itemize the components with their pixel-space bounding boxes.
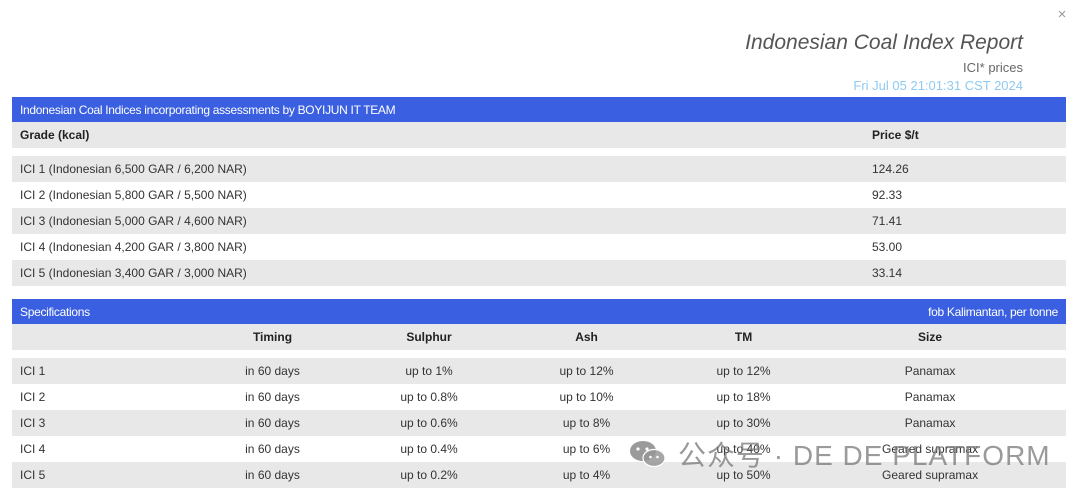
- price-cell: 92.33: [864, 182, 1066, 208]
- timing-cell: in 60 days: [167, 436, 378, 462]
- column-header-price: Price $/t: [864, 122, 1066, 148]
- price-cell: 124.26: [864, 156, 1066, 182]
- sulphur-cell: up to 0.6%: [378, 410, 481, 436]
- sulphur-cell: up to 0.8%: [378, 384, 481, 410]
- grade-cell: ICI 3 (Indonesian 5,000 GAR / 4,600 NAR): [12, 208, 864, 234]
- column-header-sulphur: Sulphur: [378, 324, 481, 350]
- ash-cell: up to 4%: [480, 462, 694, 488]
- table-row: ICI 3 (Indonesian 5,000 GAR / 4,600 NAR)…: [12, 208, 1066, 234]
- timing-cell: in 60 days: [167, 384, 378, 410]
- table-row: ICI 1 (Indonesian 6,500 GAR / 6,200 NAR)…: [12, 156, 1066, 182]
- price-table-header: Grade (kcal) Price $/t: [12, 122, 1066, 148]
- price-cell: 33.14: [864, 260, 1066, 286]
- ash-cell: up to 8%: [480, 410, 694, 436]
- specifications-banner-note: fob Kalimantan, per tonne: [480, 299, 1067, 324]
- index-name-cell: ICI 4: [12, 436, 167, 462]
- price-table-banner: Indonesian Coal Indices incorporating as…: [12, 97, 1066, 122]
- tm-cell: up to 12%: [693, 358, 795, 384]
- timing-cell: in 60 days: [167, 410, 378, 436]
- tm-cell: up to 18%: [693, 384, 795, 410]
- tm-cell: up to 50%: [693, 462, 795, 488]
- table-row: ICI 4 (Indonesian 4,200 GAR / 3,800 NAR)…: [12, 234, 1066, 260]
- column-header-tm: TM: [693, 324, 795, 350]
- index-name-cell: ICI 2: [12, 384, 167, 410]
- column-header-name: [12, 324, 167, 350]
- table-row: ICI 4 in 60 days up to 0.4% up to 6% up …: [12, 436, 1067, 462]
- report-timestamp: Fri Jul 05 21:01:31 CST 2024: [853, 78, 1023, 93]
- index-name-cell: ICI 3: [12, 410, 167, 436]
- sulphur-cell: up to 1%: [378, 358, 481, 384]
- grade-cell: ICI 4 (Indonesian 4,200 GAR / 3,800 NAR): [12, 234, 864, 260]
- specifications-banner-title: Specifications: [12, 299, 481, 324]
- column-header-grade: Grade (kcal): [12, 122, 864, 148]
- table-row: ICI 5 in 60 days up to 0.2% up to 4% up …: [12, 462, 1067, 488]
- report-header: Indonesian Coal Index Report ICI* prices…: [745, 30, 1023, 94]
- column-header-timing: Timing: [167, 324, 378, 350]
- ash-cell: up to 12%: [480, 358, 694, 384]
- table-row: ICI 5 (Indonesian 3,400 GAR / 3,000 NAR)…: [12, 260, 1066, 286]
- size-cell: Panamax: [794, 358, 1067, 384]
- close-icon[interactable]: ×: [1057, 6, 1067, 23]
- size-cell: Panamax: [794, 410, 1067, 436]
- timing-cell: in 60 days: [167, 358, 378, 384]
- report-title: Indonesian Coal Index Report: [745, 31, 1023, 54]
- table-row: ICI 1 in 60 days up to 1% up to 12% up t…: [12, 358, 1067, 384]
- report-subtitle: ICI* prices: [963, 60, 1023, 75]
- table-spacer: [12, 148, 1066, 156]
- price-table: Indonesian Coal Indices incorporating as…: [12, 97, 1066, 286]
- index-name-cell: ICI 5: [12, 462, 167, 488]
- price-cell: 53.00: [864, 234, 1066, 260]
- ash-cell: up to 10%: [480, 384, 694, 410]
- table-row: ICI 3 in 60 days up to 0.6% up to 8% up …: [12, 410, 1067, 436]
- table-row: ICI 2 (Indonesian 5,800 GAR / 5,500 NAR)…: [12, 182, 1066, 208]
- specifications-banner: Specifications fob Kalimantan, per tonne: [12, 299, 1067, 324]
- specifications-table: Specifications fob Kalimantan, per tonne…: [12, 299, 1067, 488]
- sulphur-cell: up to 0.4%: [378, 436, 481, 462]
- grade-cell: ICI 1 (Indonesian 6,500 GAR / 6,200 NAR): [12, 156, 864, 182]
- column-header-ash: Ash: [480, 324, 694, 350]
- price-banner-text: Indonesian Coal Indices incorporating as…: [12, 97, 1066, 122]
- specifications-header: Timing Sulphur Ash TM Size: [12, 324, 1067, 350]
- price-cell: 71.41: [864, 208, 1066, 234]
- grade-cell: ICI 2 (Indonesian 5,800 GAR / 5,500 NAR): [12, 182, 864, 208]
- table-row: ICI 2 in 60 days up to 0.8% up to 10% up…: [12, 384, 1067, 410]
- size-cell: Geared supramax: [794, 462, 1067, 488]
- tm-cell: up to 30%: [693, 410, 795, 436]
- column-header-size: Size: [794, 324, 1067, 350]
- index-name-cell: ICI 1: [12, 358, 167, 384]
- table-spacer: [12, 350, 1067, 358]
- ash-cell: up to 6%: [480, 436, 694, 462]
- tm-cell: up to 40%: [693, 436, 795, 462]
- size-cell: Geared supramax: [794, 436, 1067, 462]
- sulphur-cell: up to 0.2%: [378, 462, 481, 488]
- size-cell: Panamax: [794, 384, 1067, 410]
- timing-cell: in 60 days: [167, 462, 378, 488]
- grade-cell: ICI 5 (Indonesian 3,400 GAR / 3,000 NAR): [12, 260, 864, 286]
